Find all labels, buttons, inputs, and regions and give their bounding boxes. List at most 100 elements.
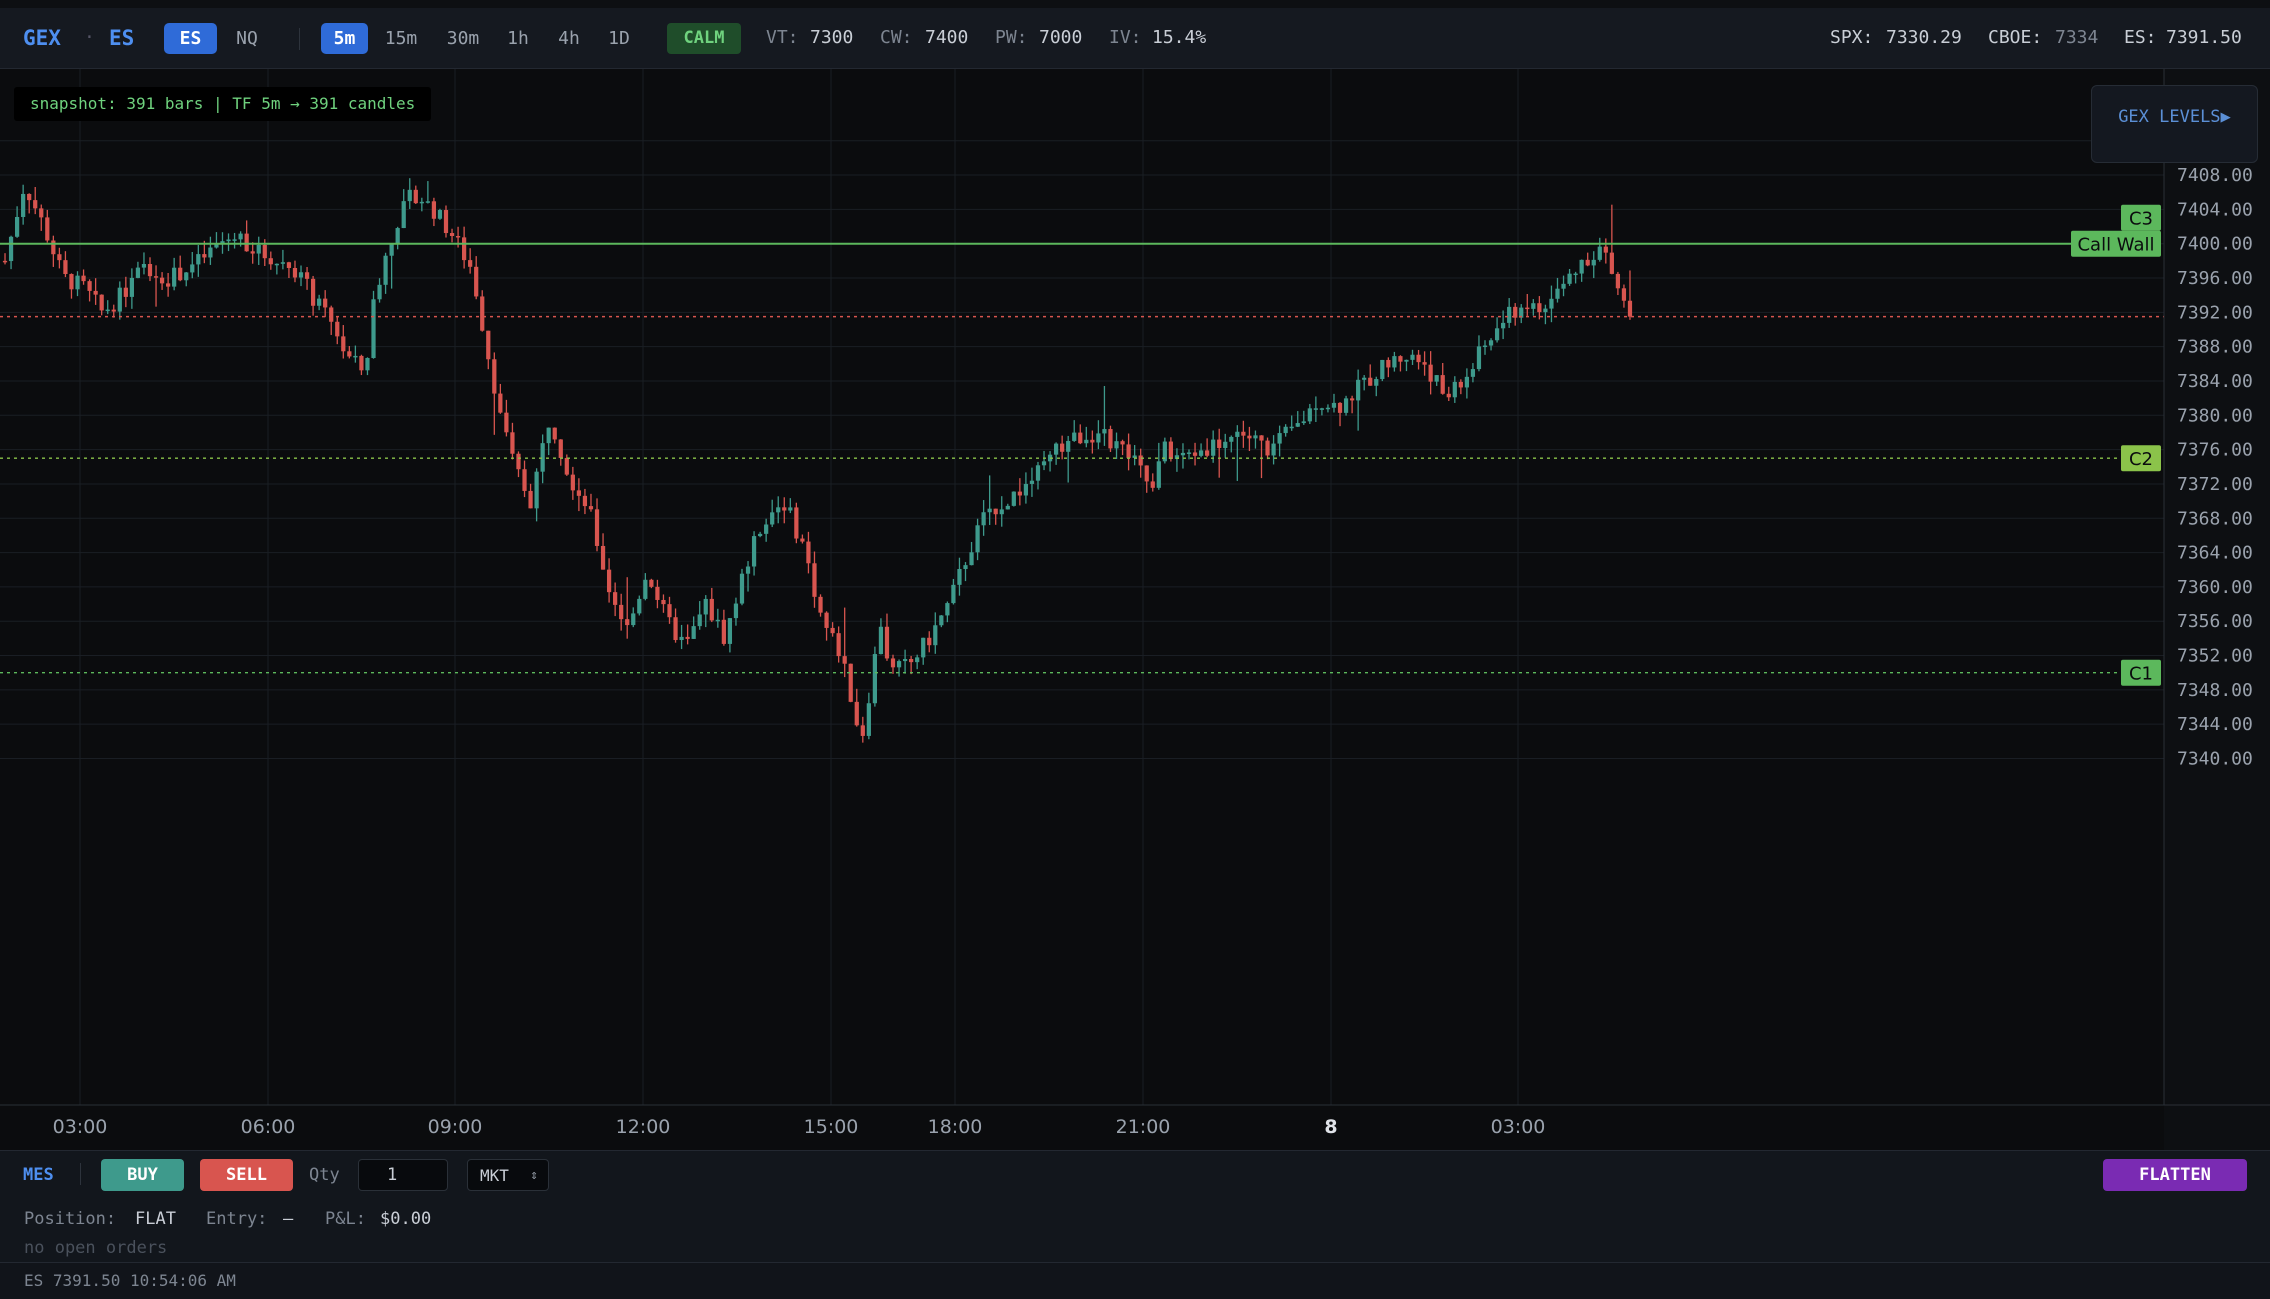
candle-body <box>135 267 141 278</box>
candle-body <box>516 453 521 470</box>
sell-button[interactable]: SELL <box>200 1159 293 1191</box>
price-tick-label: 7376.00 <box>2177 440 2253 461</box>
candle-body <box>1138 455 1143 466</box>
candle-body <box>884 626 890 659</box>
timeframe-5m[interactable]: 5m <box>321 23 368 54</box>
time-tick-label: 21:00 <box>1116 1116 1171 1138</box>
up-down-chevron-icon: ⇕ <box>530 1168 538 1183</box>
candle-body <box>685 636 690 639</box>
candle-body <box>558 439 563 458</box>
flatten-button[interactable]: FLATTEN <box>2103 1159 2247 1191</box>
candlestick-chart[interactable]: 7400.00C37400.00Call Wall7391.507375.00C… <box>0 69 2270 1150</box>
entry-label: Entry: <box>206 1209 268 1229</box>
level-label-tag <box>2121 204 2161 231</box>
candle-body <box>842 656 847 664</box>
candle-body <box>250 251 255 254</box>
price-tick-label: 7408.00 <box>2177 165 2253 186</box>
candle-body <box>1482 345 1488 348</box>
candle-body <box>1386 359 1391 368</box>
candle-body <box>323 298 328 308</box>
timeframe-15m[interactable]: 15m <box>384 28 418 49</box>
price-tick-label: 7396.00 <box>2177 268 2253 289</box>
candle-body <box>1259 435 1264 441</box>
level-label-text: C2 <box>2129 449 2153 470</box>
timeframe-30m[interactable]: 30m <box>446 28 480 49</box>
candle-body <box>703 598 708 615</box>
timeframe-4h[interactable]: 4h <box>558 28 580 49</box>
candle-body <box>552 427 557 440</box>
candle-body <box>510 432 515 454</box>
candle-body <box>570 474 575 491</box>
price-tick-label: 7352.00 <box>2177 646 2253 667</box>
candle-body <box>1440 375 1445 394</box>
position-label: Position: <box>24 1209 117 1229</box>
candle-body <box>1374 379 1379 386</box>
level-label-tag <box>2121 659 2161 686</box>
candle-body <box>673 617 678 641</box>
app-brand: GEX <box>23 26 61 50</box>
regime-badge: CALM <box>667 23 741 54</box>
top-toolbar: GEX · ES ES NQ 5m 15m 30m 1h 4h 1D CALM … <box>0 8 2270 69</box>
candle-body <box>1005 505 1010 510</box>
candle-body <box>1108 429 1113 449</box>
candle-body <box>1192 452 1198 456</box>
candle-body <box>8 236 14 262</box>
candle-body <box>1591 259 1596 266</box>
candle-body <box>1597 246 1602 260</box>
candle-body <box>594 509 600 546</box>
time-tick-label: 15:00 <box>804 1116 859 1138</box>
candle-body <box>1561 283 1566 289</box>
candle-body <box>1313 408 1318 410</box>
candle-body <box>27 193 32 201</box>
stat-vt-label: VT: <box>766 27 799 48</box>
candle-body <box>1029 480 1035 484</box>
open-orders-status: no open orders <box>24 1238 168 1258</box>
timeframe-1h[interactable]: 1h <box>507 28 529 49</box>
candle-body <box>1573 273 1578 276</box>
price-tick-label: 7400.00 <box>2177 234 2253 255</box>
candle-body <box>1301 421 1306 424</box>
candle-body <box>1416 354 1421 363</box>
price-tick-label: 7356.00 <box>2177 611 2253 632</box>
candle-body <box>564 457 569 475</box>
brand-separator: · <box>84 27 95 48</box>
candle-body <box>486 330 491 360</box>
candle-body <box>776 507 781 513</box>
price-tick-label: 7388.00 <box>2177 337 2253 358</box>
symbol-tab-nq[interactable]: NQ <box>236 28 258 49</box>
candle-body <box>625 619 630 626</box>
buy-button[interactable]: BUY <box>101 1159 184 1191</box>
candle-body <box>341 336 346 352</box>
candle-body <box>425 201 430 203</box>
snapshot-info: snapshot: 391 bars | TF 5m → 391 candles <box>14 87 432 121</box>
candle-body <box>1072 432 1077 441</box>
gex-levels-toggle[interactable]: GEX LEVELS▶ <box>2091 85 2258 163</box>
candle-body <box>462 237 467 261</box>
price-chart[interactable]: 7400.00C37400.00Call Wall7391.507375.00C… <box>0 69 2270 1150</box>
candle-body <box>751 536 757 567</box>
candle-body <box>1519 307 1524 318</box>
level-label-text: C1 <box>2129 664 2153 685</box>
candle-body <box>45 217 50 241</box>
timeframe-1d[interactable]: 1D <box>608 28 630 49</box>
quote-spx-label: SPX: <box>1830 27 1874 48</box>
candle-body <box>697 614 702 627</box>
pnl-value: $0.00 <box>380 1209 432 1229</box>
candle-body <box>866 703 871 736</box>
candle-body <box>534 471 539 509</box>
candle-body <box>588 506 594 510</box>
qty-input[interactable] <box>358 1159 448 1191</box>
candle-body <box>836 633 841 657</box>
candle-body <box>721 619 726 644</box>
candle-body <box>371 299 376 359</box>
order-type-value: MKT <box>480 1166 509 1185</box>
candle-body <box>890 658 896 668</box>
candle-body <box>172 267 177 287</box>
position-value: FLAT <box>135 1209 176 1229</box>
time-tick-label: 09:00 <box>428 1116 483 1138</box>
order-type-select[interactable]: MKT ⇕ <box>467 1159 549 1191</box>
symbol-tab-es[interactable]: ES <box>164 23 217 54</box>
candle-body <box>123 287 128 297</box>
candle-body <box>582 495 588 507</box>
candle-body <box>830 627 835 634</box>
